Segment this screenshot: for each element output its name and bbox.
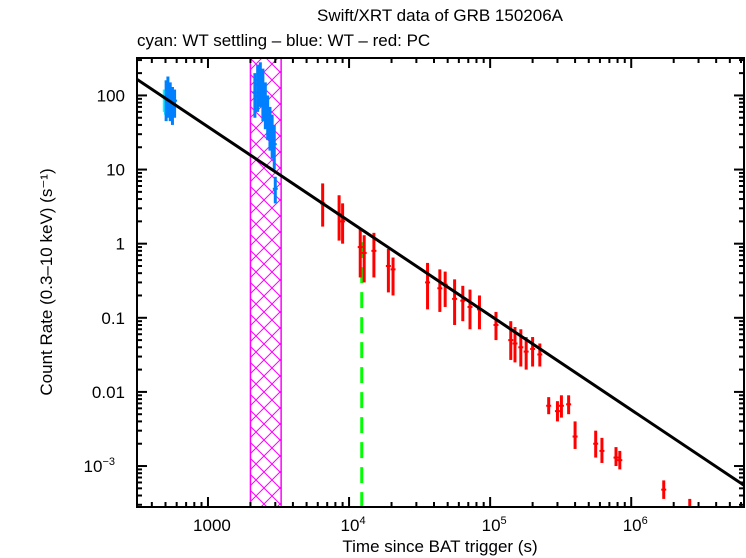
- y-tick-label: 10: [106, 161, 125, 180]
- shaded-interval: [249, 58, 282, 507]
- y-tick-label: 100: [97, 86, 125, 105]
- chart-title: Swift/XRT data of GRB 150206A: [317, 6, 564, 25]
- model-fit-line: [137, 78, 744, 487]
- y-tick-label: 0.01: [92, 383, 125, 402]
- chart-subtitle: cyan: WT settling – blue: WT – red: PC: [137, 31, 430, 50]
- series-pc: [320, 183, 693, 507]
- x-axis-label: Time since BAT trigger (s): [342, 537, 537, 556]
- x-tick-label: 1000: [193, 516, 231, 535]
- x-tick-label: 105: [482, 515, 507, 535]
- y-axis-label: Count Rate (0.3–10 keV) (s⁻¹): [37, 168, 56, 395]
- x-tick-label: 104: [341, 515, 366, 535]
- y-tick-label: 0.1: [101, 309, 125, 328]
- x-tick-label: 106: [623, 515, 648, 535]
- y-tick-label: 10−3: [84, 456, 115, 476]
- y-tick-label: 1: [116, 235, 125, 254]
